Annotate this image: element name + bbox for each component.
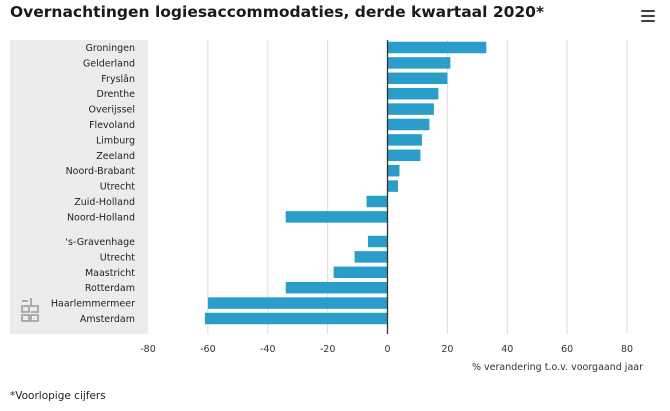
x-axis-title: % verandering t.o.v. voorgaand jaar <box>472 362 643 373</box>
bar <box>387 118 430 131</box>
category-label: Rotterdam <box>85 283 135 294</box>
x-tick-label: 0 <box>384 344 390 355</box>
bar <box>387 57 451 69</box>
footnote: *Voorlopige cijfers <box>10 390 106 402</box>
grid-lines <box>207 40 628 334</box>
bar <box>354 251 388 263</box>
category-label: Noord-Holland <box>67 212 135 223</box>
bar <box>387 149 421 162</box>
bar <box>207 297 388 309</box>
category-label: Groningen <box>86 43 135 54</box>
x-tick-label: -20 <box>320 344 336 355</box>
x-tick-label: -80 <box>140 344 156 355</box>
category-label: Drenthe <box>97 89 136 100</box>
category-label: Utrecht <box>100 182 135 193</box>
x-tick-label: 60 <box>561 344 573 355</box>
bar <box>387 41 487 54</box>
x-axis-ticks: -80 -60 -40 -20 0 20 40 60 80 <box>140 344 633 355</box>
category-label: Zeeland <box>96 151 135 162</box>
category-label: Utrecht <box>100 252 135 263</box>
x-tick-label: 20 <box>441 344 453 355</box>
category-label: Fryslân <box>101 74 135 85</box>
category-label: Gelderland <box>83 58 135 69</box>
bar <box>387 164 400 177</box>
bar <box>285 211 388 223</box>
bar <box>387 134 422 146</box>
category-label: Limburg <box>96 135 135 146</box>
chart-title: Overnachtingen logiesaccommodaties, derd… <box>10 3 545 21</box>
bar <box>285 281 388 294</box>
cbs-logo-icon <box>21 298 39 322</box>
category-label: Haarlemmermeer <box>51 299 135 310</box>
x-tick-label: -60 <box>200 344 216 355</box>
x-tick-label: 40 <box>501 344 513 355</box>
hamburger-menu-icon[interactable] <box>641 10 655 22</box>
category-label: Noord-Brabant <box>66 166 136 177</box>
bar <box>387 72 448 85</box>
bar <box>366 195 388 208</box>
category-label: Maastricht <box>85 268 135 279</box>
category-label: Zuid-Holland <box>74 197 135 208</box>
bar <box>387 87 439 100</box>
category-label: Overijssel <box>88 105 135 116</box>
bar <box>333 266 388 279</box>
x-tick-label: -40 <box>260 344 276 355</box>
bar <box>368 235 388 248</box>
category-label: Amsterdam <box>80 314 135 325</box>
bar <box>204 312 388 325</box>
category-labels: Groningen Gelderland Fryslân Drenthe Overijs… <box>51 43 135 325</box>
x-tick-label: 80 <box>621 344 633 355</box>
category-label: 's-Gravenhage <box>65 237 135 248</box>
label-panel <box>10 40 148 334</box>
bar <box>387 180 398 192</box>
category-label: Flevoland <box>89 120 135 131</box>
bars <box>204 41 487 325</box>
bar <box>387 103 434 115</box>
